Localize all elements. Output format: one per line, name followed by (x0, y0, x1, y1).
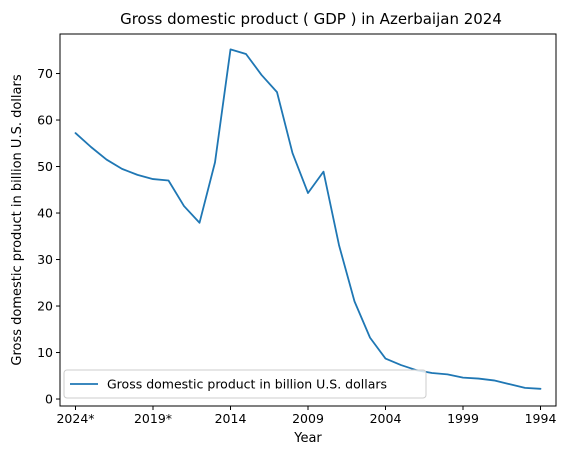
legend: Gross domestic product in billion U.S. d… (63, 369, 427, 399)
y-tick-label: 50 (37, 159, 53, 174)
data-point (276, 91, 278, 93)
data-point (74, 132, 76, 134)
y-axis-label: Gross domestic product in billion U.S. d… (10, 74, 25, 365)
data-point (136, 174, 138, 176)
plot-frame (59, 33, 557, 407)
series-line (74, 48, 542, 390)
data-point (508, 383, 510, 385)
data-point (338, 244, 340, 246)
data-point (198, 222, 200, 224)
data-point (167, 179, 169, 181)
data-point (245, 53, 247, 55)
data-point (353, 300, 355, 302)
data-point (539, 388, 541, 390)
x-tick-label: 2009 (292, 411, 324, 426)
data-point (90, 146, 92, 148)
data-point (477, 377, 479, 379)
data-point (152, 178, 154, 180)
x-tick-label: 2014 (215, 411, 247, 426)
x-tick-label: 2019* (134, 411, 172, 426)
y-tick-label: 70 (37, 66, 53, 81)
data-point (214, 161, 216, 163)
x-tick-label: 1994 (525, 411, 557, 426)
x-tick-label: 2004 (370, 411, 402, 426)
x-axis-label: Year (293, 431, 322, 446)
data-point (121, 168, 123, 170)
data-point (260, 74, 262, 76)
y-tick-label: 60 (37, 113, 53, 128)
data-point (307, 192, 309, 194)
data-point (384, 357, 386, 359)
data-point (400, 364, 402, 366)
y-tick-label: 40 (37, 206, 53, 221)
data-point (493, 379, 495, 381)
data-point (462, 376, 464, 378)
y-tick-label: 0 (45, 392, 53, 407)
data-point (291, 152, 293, 154)
y-tick-label: 30 (37, 252, 53, 267)
y-tick-label: 10 (37, 345, 53, 360)
x-tick-label: 1999 (447, 411, 479, 426)
data-point (183, 205, 185, 207)
data-point (446, 373, 448, 375)
data-point (524, 387, 526, 389)
chart-title: Gross domestic product ( GDP ) in Azerba… (120, 10, 502, 28)
legend-entry-label: Gross domestic product in billion U.S. d… (107, 377, 387, 392)
data-point (229, 48, 231, 50)
data-point (322, 170, 324, 172)
data-point (431, 372, 433, 374)
data-point (105, 158, 107, 160)
y-tick-label: 20 (37, 299, 53, 314)
data-point (369, 336, 371, 338)
x-tick-label: 2024* (56, 411, 94, 426)
legend-box (63, 369, 427, 399)
